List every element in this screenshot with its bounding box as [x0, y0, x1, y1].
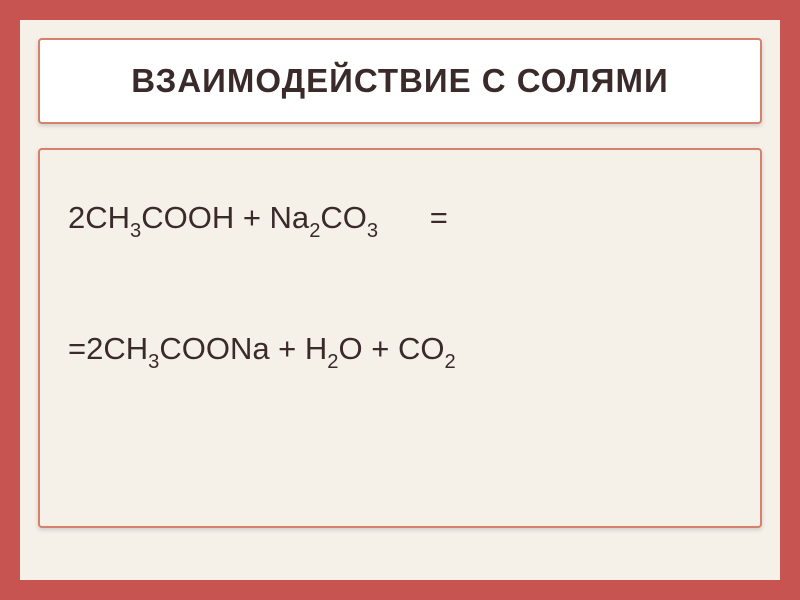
eq2-part: O + CO	[339, 331, 445, 366]
eq2-sub: 2	[444, 351, 455, 373]
eq2-sub: 3	[148, 351, 159, 373]
eq2-part: COONa + H	[159, 331, 327, 366]
eq1-part: COOH + Na	[141, 200, 309, 235]
equation-reactants: 2CH3COOH + Na2CO3 =	[68, 200, 732, 241]
eq1-sub: 3	[130, 220, 141, 242]
eq2-sub: 2	[327, 351, 338, 373]
eq1-part: 2CH	[68, 200, 130, 235]
slide-frame: ВЗАИМОДЕЙСТВИЕ С СОЛЯМИ 2CH3COOH + Na2CO…	[0, 0, 800, 600]
title-box: ВЗАИМОДЕЙСТВИЕ С СОЛЯМИ	[38, 38, 762, 124]
content-box: 2CH3COOH + Na2CO3 = =2CH3COONa + H2O + C…	[38, 148, 762, 528]
equation-products: =2CH3COONa + H2O + CO2	[68, 331, 732, 372]
slide-title: ВЗАИМОДЕЙСТВИЕ С СОЛЯМИ	[50, 62, 750, 100]
eq1-sub: 2	[309, 220, 320, 242]
eq1-part: CO	[320, 200, 367, 235]
eq1-part: =	[378, 200, 448, 235]
eq2-part: =2CH	[68, 331, 148, 366]
eq1-sub: 3	[367, 220, 378, 242]
